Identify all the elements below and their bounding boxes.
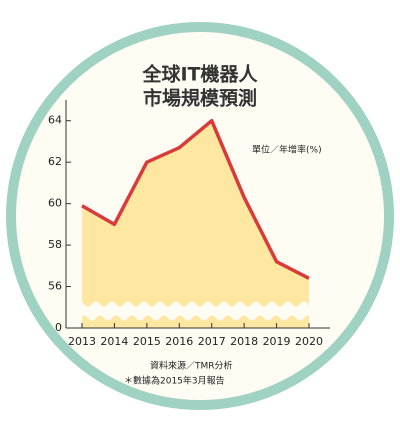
x-tick-label: 2016 (165, 335, 193, 348)
y-tick-label: 58 (48, 238, 62, 251)
y-axis-label: 單位／年增率(%) (252, 144, 322, 156)
x-tick-label: 2014 (100, 335, 128, 348)
chart-title: 市場規模預測 (143, 87, 257, 110)
source-note: 資料來源／TMR分析 (150, 360, 233, 372)
x-tick-label: 2013 (68, 335, 96, 348)
y-tick-label: 0 (55, 321, 62, 334)
line (81, 118, 310, 280)
x-tick-label: 2019 (263, 335, 291, 348)
y-tick-label: 62 (48, 155, 62, 168)
chart-title: 全球IT機器人 (141, 63, 258, 86)
source-note: ＊數據為2015年3月報告 (124, 375, 225, 387)
y-tick-label: 56 (48, 280, 62, 293)
y-tick-label: 64 (48, 114, 62, 127)
x-tick-label: 2017 (198, 335, 226, 348)
x-tick-label: 2018 (230, 335, 258, 348)
y-tick-label: 60 (48, 197, 62, 210)
x-tick-label: 2020 (295, 335, 323, 348)
area (82, 120, 309, 329)
x-tick-label: 2015 (133, 335, 161, 348)
axis-break (48, 301, 348, 321)
